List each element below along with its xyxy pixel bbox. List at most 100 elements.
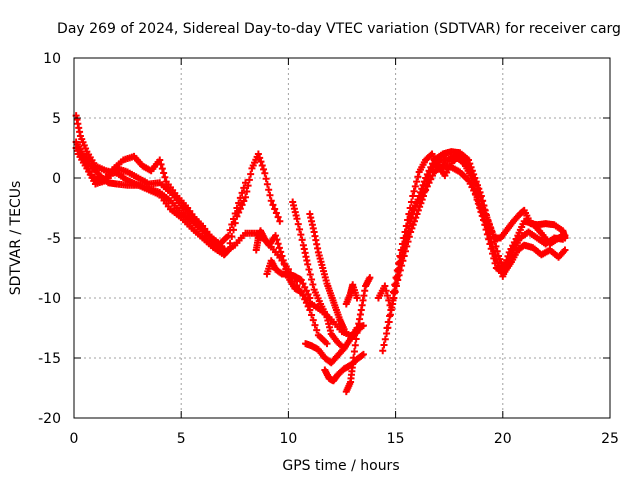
data-point xyxy=(160,169,168,177)
data-point xyxy=(487,224,495,232)
data-point xyxy=(272,209,280,217)
data-point xyxy=(470,175,478,183)
data-point xyxy=(491,238,499,246)
data-point xyxy=(407,198,415,206)
data-point xyxy=(413,199,421,207)
data-point xyxy=(409,192,417,200)
data-point xyxy=(260,165,268,173)
y-tick-label: 10 xyxy=(43,51,61,67)
data-point xyxy=(294,220,302,228)
data-point xyxy=(384,318,392,326)
data-point xyxy=(381,335,389,343)
data-point xyxy=(161,173,169,181)
data-point xyxy=(492,242,500,250)
data-point xyxy=(240,184,248,192)
data-point xyxy=(230,215,238,223)
data-point xyxy=(311,321,319,329)
data-point xyxy=(383,292,391,300)
data-point xyxy=(309,281,317,289)
data-point xyxy=(275,244,283,252)
data-point xyxy=(308,276,316,284)
data-point xyxy=(474,184,482,192)
data-point xyxy=(274,213,282,221)
data-point xyxy=(271,205,279,213)
data-point xyxy=(302,299,310,307)
data-point xyxy=(297,231,305,239)
y-tick-label: -20 xyxy=(38,411,61,427)
data-point xyxy=(158,165,166,173)
data-point xyxy=(269,201,277,209)
data-point xyxy=(299,280,307,288)
data-point xyxy=(266,191,274,199)
data-point xyxy=(301,283,309,291)
data-point xyxy=(349,360,357,368)
data-point xyxy=(489,250,497,258)
data-point xyxy=(296,225,304,233)
data-point xyxy=(359,350,367,358)
data-point xyxy=(306,270,314,278)
data-point xyxy=(400,234,408,242)
data-point xyxy=(485,235,493,243)
data-point xyxy=(226,226,234,234)
data-point xyxy=(425,167,433,175)
data-point xyxy=(561,246,569,254)
data-point xyxy=(262,175,270,183)
data-point xyxy=(281,261,289,269)
data-point xyxy=(263,180,271,188)
data-point xyxy=(353,294,361,302)
data-point xyxy=(340,325,348,333)
data-point xyxy=(428,172,436,180)
data-point xyxy=(392,280,400,288)
data-point xyxy=(243,187,251,195)
data-point xyxy=(427,163,435,171)
data-point xyxy=(398,240,406,248)
series-arc-16 xyxy=(389,150,569,296)
data-point xyxy=(404,216,412,224)
data-point xyxy=(402,222,410,230)
series-arc-12 xyxy=(342,281,361,308)
data-point xyxy=(224,232,232,240)
data-point xyxy=(490,254,498,262)
series-arc-6 xyxy=(263,257,314,302)
series-arc-5 xyxy=(252,227,331,348)
data-point xyxy=(391,281,399,289)
data-point xyxy=(383,324,391,332)
data-point xyxy=(491,259,499,267)
data-point xyxy=(482,210,490,218)
data-point xyxy=(350,354,358,362)
data-point xyxy=(397,253,405,261)
axes: 0 5 10 15 20 25 -20 -15 -10 -5 0 5 10 xyxy=(38,51,619,447)
data-point xyxy=(233,204,241,212)
data-point xyxy=(406,204,414,212)
series-arc-4 xyxy=(74,150,228,253)
data-point xyxy=(298,236,306,244)
data-point xyxy=(254,150,262,158)
data-point xyxy=(379,347,387,355)
data-point xyxy=(293,215,301,223)
data-point xyxy=(247,170,255,178)
data-point xyxy=(157,160,165,168)
data-point xyxy=(395,265,403,273)
data-point xyxy=(277,248,285,256)
data-point xyxy=(478,197,486,205)
data-point xyxy=(422,174,430,182)
data-point xyxy=(484,217,492,225)
x-tick-label: 25 xyxy=(601,431,619,447)
y-axis-label: SDTVAR / TECUs xyxy=(8,181,24,296)
data-point xyxy=(389,294,397,302)
data-point xyxy=(258,162,266,170)
data-point xyxy=(224,246,232,254)
data-point xyxy=(242,179,250,187)
data-point xyxy=(256,154,264,162)
data-point xyxy=(267,197,275,205)
data-point xyxy=(468,171,476,179)
data-point xyxy=(323,340,331,348)
data-point xyxy=(467,167,475,175)
data-point xyxy=(420,178,428,186)
data-point xyxy=(487,245,495,253)
series-arc-10 xyxy=(321,350,367,385)
data-point xyxy=(245,176,253,184)
x-axis-label: GPS time / hours xyxy=(282,458,399,474)
data-point xyxy=(238,189,246,197)
